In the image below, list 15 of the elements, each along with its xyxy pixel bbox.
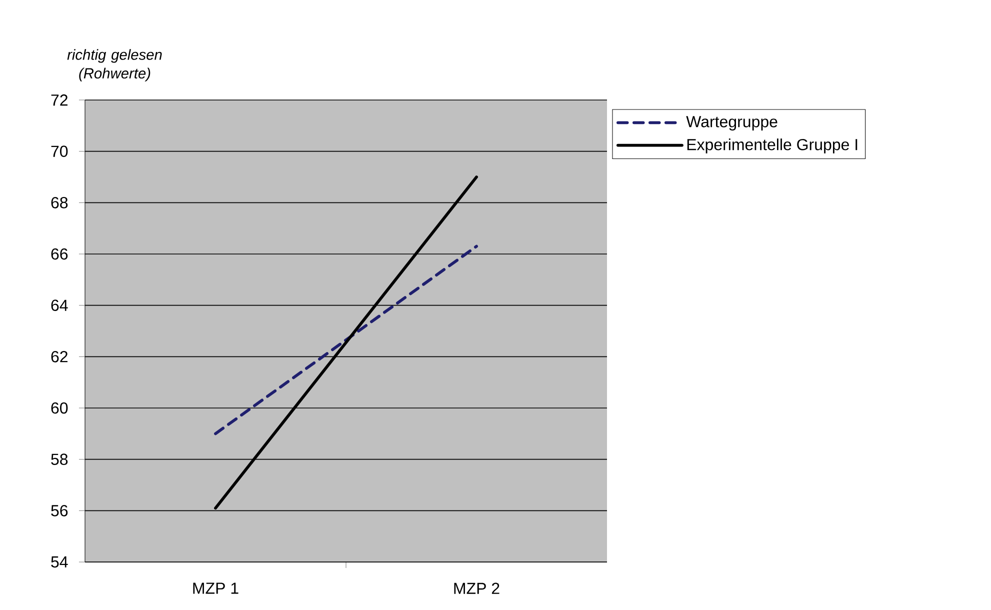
y-tick-label: 56 <box>51 505 68 516</box>
y-tick-label: 66 <box>51 248 68 260</box>
y-tick-label: 64 <box>51 300 68 311</box>
x-tick-label: MZP 1 <box>193 582 238 594</box>
legend-label: Wartegruppe <box>686 116 778 131</box>
y-tick-label: 60 <box>51 402 68 414</box>
y-tick-label: 54 <box>51 556 68 568</box>
legend-label: Experimentelle Gruppe I <box>687 138 858 154</box>
y-tick-label: 68 <box>51 197 68 208</box>
y-tick-label: 70 <box>51 146 68 157</box>
x-tick-label: MZP 2 <box>454 582 500 594</box>
y-tick-label: 62 <box>51 351 68 362</box>
y-tick-label: 72 <box>51 94 68 106</box>
y-tick-label: 58 <box>51 454 68 465</box>
y-axis-title: richtig gelesen (Rohwerte) <box>67 49 162 82</box>
